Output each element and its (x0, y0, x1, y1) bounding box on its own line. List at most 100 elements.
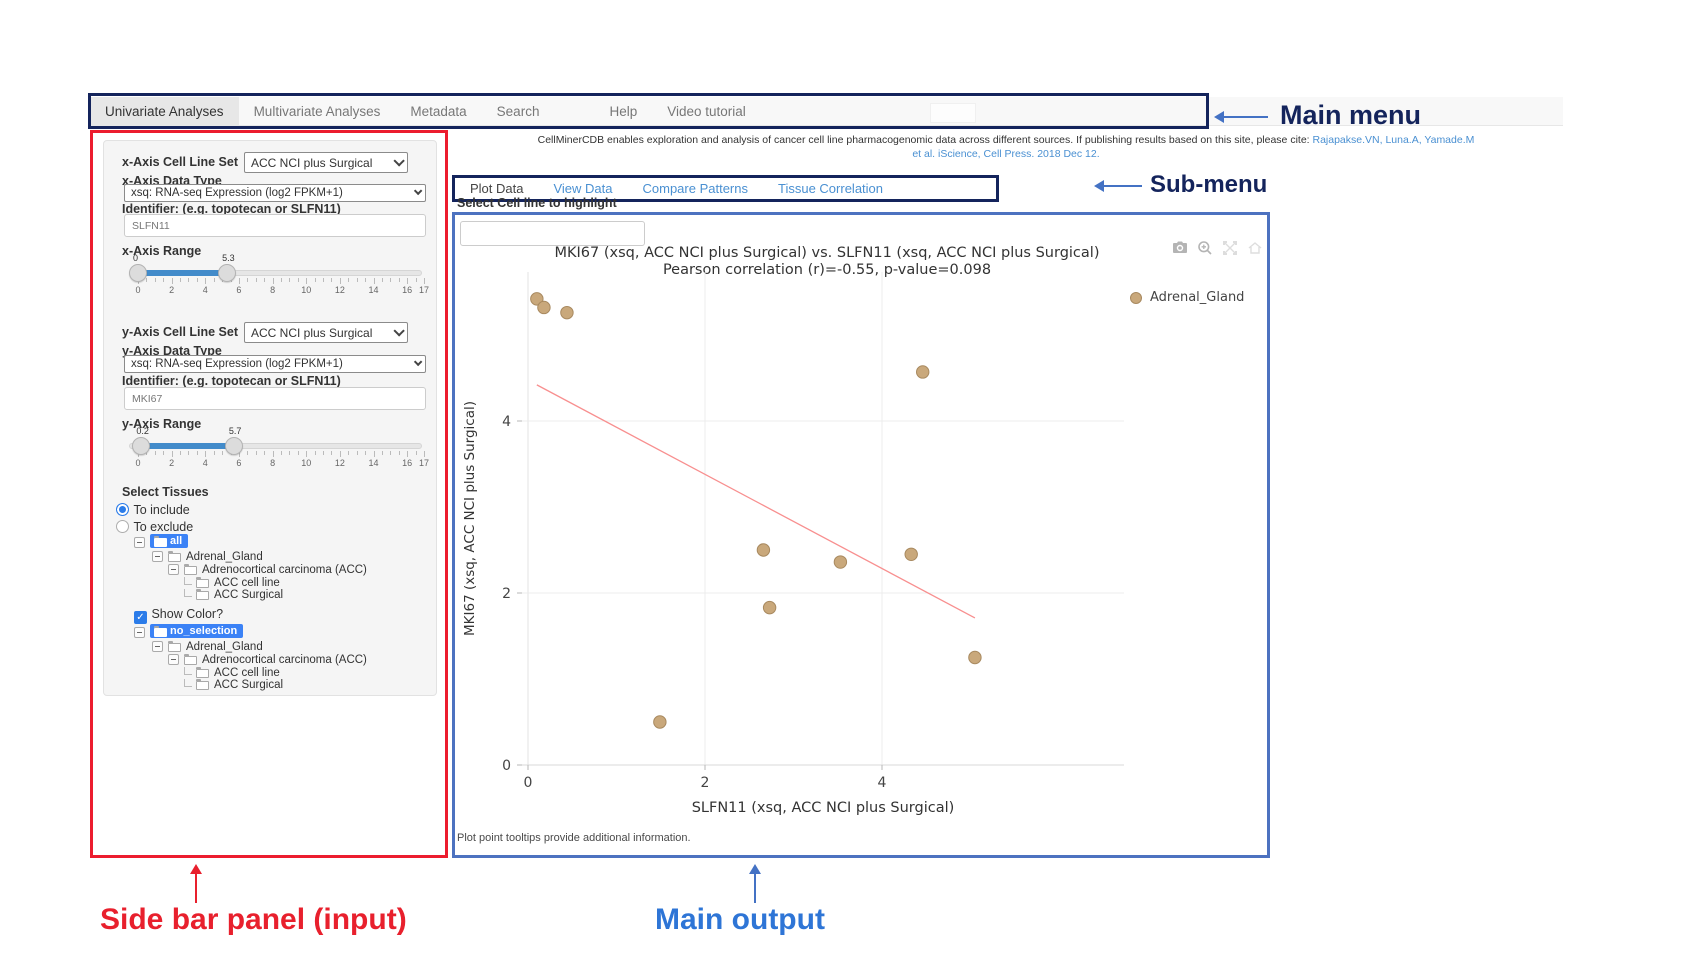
slider-tick (146, 278, 148, 282)
slider-tick-label: 8 (270, 285, 276, 295)
plot-legend[interactable]: Adrenal_Gland (1130, 290, 1244, 305)
data-point[interactable] (537, 300, 551, 315)
slider-tick (356, 278, 358, 282)
tree1-node-label[interactable]: Adrenocortical carcinoma (ACC) (202, 564, 367, 576)
data-point[interactable] (916, 365, 930, 379)
slider-fill (138, 270, 228, 276)
tab-plot-data[interactable]: Plot Data (470, 181, 524, 196)
slider-track[interactable] (129, 443, 422, 449)
tree1-root-node[interactable]: all (150, 534, 189, 548)
tree2-root-node[interactable]: no_selection (150, 624, 244, 638)
slider-tick (415, 278, 417, 282)
slider-tick (154, 451, 156, 455)
x-data-type-select[interactable]: xsq: RNA-seq Expression (log2 FPKM+1) (124, 184, 426, 202)
plot-caption: Plot point tooltips provide additional i… (457, 832, 691, 844)
slider-tick (407, 451, 409, 457)
nav-search[interactable]: Search (496, 103, 540, 119)
submenu-annotation: Sub-menu (1150, 171, 1268, 198)
data-point[interactable] (833, 555, 848, 569)
x-range-slider[interactable]: 0 2 4 6 8 10 12 14 16 17 0 5.3 (122, 253, 429, 295)
slider-tick (247, 278, 249, 282)
collapse-icon[interactable] (152, 551, 163, 562)
data-point[interactable] (762, 600, 777, 615)
slider-tick (264, 451, 266, 455)
citation-line1: CellMinerCDB enables exploration and ana… (537, 134, 1313, 146)
tree2-node-label[interactable]: ACC Surgical (214, 679, 284, 691)
collapse-icon[interactable] (152, 641, 163, 652)
x-axis-title: SLFN11 (xsq, ACC NCI plus Surgical) (692, 800, 955, 816)
y-range-label: y-Axis Range (122, 417, 202, 431)
nav-video-tutorial[interactable]: Video tutorial (667, 103, 746, 119)
tree1-node-label[interactable]: Adrenal_Gland (186, 551, 263, 563)
folder-icon (154, 536, 167, 547)
trend-line (536, 384, 976, 619)
nav-metadata[interactable]: Metadata (410, 103, 467, 119)
main-menu-arrow (1224, 116, 1268, 118)
nav-univariate-analyses[interactable]: Univariate Analyses (90, 97, 239, 125)
slider-high-handle[interactable] (218, 264, 237, 282)
data-point[interactable] (560, 305, 574, 320)
tree1-node-label[interactable]: ACC cell line (214, 577, 280, 589)
y-range-slider[interactable]: 0 2 4 6 8 10 12 14 16 17 0.2 5.7 (122, 426, 429, 468)
data-point[interactable] (904, 547, 918, 561)
data-point[interactable] (756, 543, 771, 557)
collapse-icon[interactable] (134, 627, 145, 638)
slider-tick-label: 2 (169, 458, 175, 468)
slider-tick (281, 451, 282, 455)
slider-tick (146, 451, 148, 455)
cell-line-highlight-input[interactable] (460, 221, 645, 246)
x-cell-line-set-select[interactable]: ACC NCI plus Surgical (244, 152, 408, 173)
submenu-annotation-box (452, 175, 999, 202)
y-data-type-select[interactable]: xsq: RNA-seq Expression (log2 FPKM+1) (124, 355, 426, 373)
y-data-type-label: y-Axis Data Type (122, 344, 222, 358)
slider-low-handle[interactable] (129, 264, 147, 282)
select-tissues-label: Select Tissues (122, 485, 209, 499)
show-color-checkbox[interactable]: ✓ Show Color? (134, 605, 223, 624)
tree2-node-label[interactable]: Adrenocortical carcinoma (ACC) (202, 654, 367, 666)
tree-elbow-icon (184, 679, 192, 687)
tree2-node-label[interactable]: ACC cell line (214, 667, 280, 679)
data-point[interactable] (653, 715, 667, 729)
collapse-icon[interactable] (134, 537, 145, 548)
zoom-icon[interactable] (1197, 240, 1213, 256)
slider-tick (247, 451, 249, 455)
y-identifier-input[interactable] (124, 387, 426, 410)
data-point[interactable] (530, 292, 544, 306)
slider-high-value: 5.3 (222, 253, 235, 263)
y-cell-line-set-label: y-Axis Cell Line Set (122, 325, 239, 339)
tab-tissue-correlation[interactable]: Tissue Correlation (778, 181, 884, 196)
slider-tick (331, 451, 333, 455)
slider-tick-label: 10 (301, 458, 312, 468)
main-menu-annotation: Main menu (1280, 100, 1422, 130)
slider-tick (314, 278, 316, 282)
collapse-icon[interactable] (168, 654, 179, 665)
tab-compare-patterns[interactable]: Compare Patterns (642, 181, 749, 196)
slider-tick (205, 278, 207, 284)
slider-low-handle[interactable] (132, 437, 151, 455)
data-point[interactable] (968, 650, 982, 665)
tab-view-data[interactable]: View Data (553, 181, 613, 196)
folder-icon (196, 589, 209, 600)
tree1-node-label[interactable]: ACC Surgical (214, 589, 284, 601)
slider-tick (196, 451, 198, 455)
radio-to-include[interactable]: To include (116, 501, 190, 519)
tree2-node-label[interactable]: Adrenal_Gland (186, 641, 263, 653)
citation-authors-link[interactable]: Rajapakse.VN, Luna.A, Yamade.M (1312, 134, 1475, 146)
slider-tick (213, 451, 215, 455)
y-cell-line-set-select[interactable]: ACC NCI plus Surgical (244, 322, 408, 343)
slider-tick (306, 278, 308, 284)
slider-tick (289, 278, 291, 282)
pan-icon[interactable] (1222, 240, 1238, 256)
slider-high-handle[interactable] (224, 437, 243, 455)
radio-to-exclude[interactable]: To exclude (116, 518, 193, 536)
slider-tick (348, 451, 350, 455)
reset-axes-icon[interactable] (1247, 240, 1263, 256)
collapse-icon[interactable] (168, 564, 179, 575)
folder-icon (196, 577, 209, 588)
nav-multivariate-analyses[interactable]: Multivariate Analyses (253, 103, 381, 119)
citation-journal-link[interactable]: et al. iScience, Cell Press. 2018 Dec 12… (912, 148, 1100, 160)
slider-tick (255, 278, 257, 282)
nav-help[interactable]: Help (609, 103, 638, 119)
camera-icon[interactable] (1172, 240, 1188, 256)
x-identifier-input[interactable] (124, 214, 426, 237)
